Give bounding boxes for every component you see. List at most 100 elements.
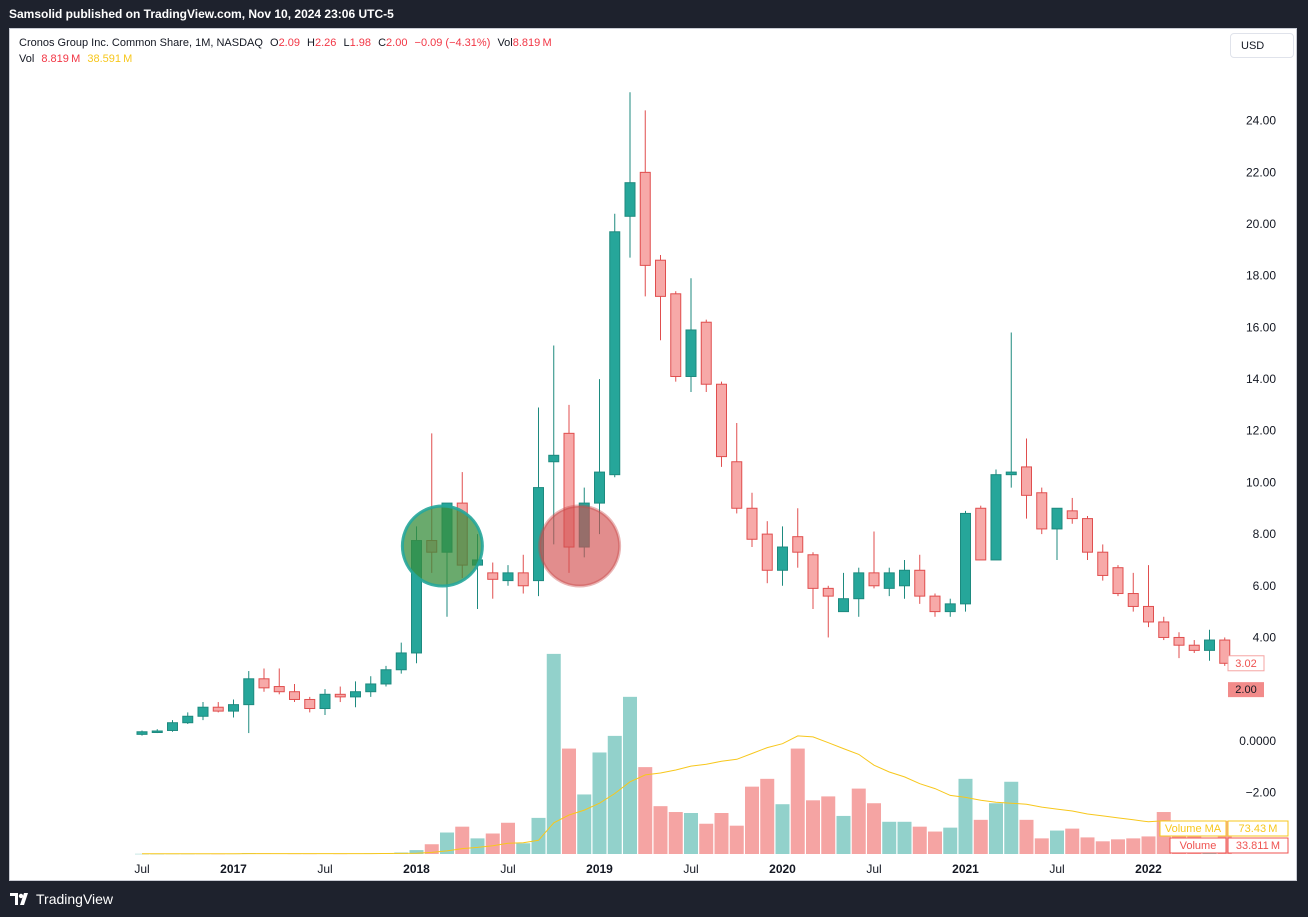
candle-body xyxy=(655,259,666,297)
candle-body xyxy=(929,595,941,613)
volume-bar xyxy=(455,826,470,854)
candle xyxy=(838,572,849,613)
volume-bar xyxy=(638,767,653,854)
time-tick-label: Jul xyxy=(134,862,149,876)
candle-body xyxy=(350,691,361,698)
currency-button[interactable]: USD xyxy=(1230,33,1294,58)
price-tick-label: 18.00 xyxy=(1246,269,1276,283)
candle xyxy=(914,554,926,604)
candle xyxy=(960,510,971,612)
candle xyxy=(1219,637,1231,666)
volume-bar xyxy=(989,803,1003,854)
volume-bar xyxy=(485,833,500,854)
price-tick-label: 16.00 xyxy=(1246,320,1276,334)
candle xyxy=(395,642,407,674)
candle xyxy=(822,585,834,638)
volume-bar xyxy=(1141,836,1156,854)
candle xyxy=(1051,507,1063,560)
volume-bar xyxy=(516,843,531,854)
candle-body xyxy=(380,669,392,685)
volume-bar xyxy=(1080,837,1095,854)
candle xyxy=(548,345,560,545)
volume-bar xyxy=(745,786,759,854)
legend-volume-row: Vol 8.819 M 38.591 M xyxy=(19,51,552,67)
chart-frame[interactable]: 24.00 22.00 20.00 18.00 16.00 14.00 12.00 10.00… xyxy=(9,28,1297,881)
volume-bar xyxy=(424,844,439,854)
candle-body xyxy=(944,603,956,613)
volume-bar xyxy=(958,778,973,854)
candle-body xyxy=(914,569,926,597)
volume-bar xyxy=(1034,838,1049,854)
volume-bar xyxy=(973,819,988,854)
candle-body xyxy=(685,329,697,377)
candle xyxy=(731,422,743,514)
candle xyxy=(151,729,163,734)
publisher-bar: Samsolid published on TradingView.com, N… xyxy=(0,0,1308,28)
candle xyxy=(1066,497,1078,524)
time-tick-label: 2020 xyxy=(769,862,796,876)
volume-label-box xyxy=(1169,837,1227,854)
time-tick-label: Jul xyxy=(1049,862,1064,876)
legend-h-value: 2.26 xyxy=(315,37,337,49)
chart-legend: Cronos Group Inc. Common Share, 1M, NASD… xyxy=(19,35,552,67)
price-tick-label: 4.00 xyxy=(1253,630,1277,644)
highlight-circle-red xyxy=(538,504,622,588)
candle xyxy=(350,681,361,708)
candle-body xyxy=(136,731,148,735)
candle-body xyxy=(746,507,758,540)
candle-body xyxy=(899,569,910,587)
candle xyxy=(136,730,148,736)
time-tick-label: Jul xyxy=(866,862,881,876)
price-tick-label: 8.00 xyxy=(1253,527,1277,541)
candle xyxy=(380,665,392,687)
price-tick-label: 22.00 xyxy=(1246,165,1276,179)
candle-body xyxy=(502,572,514,582)
candle-body xyxy=(761,533,773,571)
price-tag-2 xyxy=(1228,682,1264,698)
candle-body xyxy=(838,598,849,613)
candle-body xyxy=(1143,605,1154,623)
highlight-layer xyxy=(400,504,622,588)
candle-body xyxy=(609,231,621,476)
candle xyxy=(944,598,956,617)
volume-bar xyxy=(806,800,820,854)
candle xyxy=(258,668,270,692)
price-tick-label: 12.00 xyxy=(1246,424,1276,438)
candle xyxy=(1143,565,1154,628)
volume-ma-tag-text: 73.43 M xyxy=(1239,823,1278,835)
candle-body xyxy=(792,536,804,553)
volume-ma-label: Volume MA xyxy=(1165,823,1222,835)
candle-body xyxy=(960,512,971,605)
legend-change: −0.09 (−4.31%) xyxy=(414,37,491,49)
candle-body xyxy=(548,454,560,463)
candle xyxy=(365,676,377,697)
candle-layer xyxy=(136,92,1231,736)
tradingview-logo-icon xyxy=(10,893,28,905)
volume-bar xyxy=(684,813,698,854)
volume-bar xyxy=(607,735,622,854)
candle-body xyxy=(853,572,865,600)
time-tick-label: 2019 xyxy=(586,862,613,876)
volume-bar xyxy=(623,696,637,854)
candle-body xyxy=(167,722,178,731)
candle xyxy=(502,565,514,586)
volume-bar xyxy=(668,812,683,854)
candle-body xyxy=(228,704,239,712)
legend-vol-value: 8.819 M xyxy=(512,37,552,49)
volume-tag xyxy=(1227,837,1289,854)
price-tick-label: 0.0000 xyxy=(1239,734,1276,748)
volume-bar xyxy=(1111,839,1125,854)
legend-vol-ma-value: 38.591 M xyxy=(87,53,133,65)
volume-bar xyxy=(790,748,805,854)
chart-canvas[interactable]: 24.00 22.00 20.00 18.00 16.00 14.00 12.00 10.00… xyxy=(10,29,1296,880)
candle-body xyxy=(197,706,209,717)
volume-bar xyxy=(714,813,729,854)
candle xyxy=(655,255,666,341)
candle-body xyxy=(273,686,285,693)
candle-body xyxy=(182,715,194,724)
candle xyxy=(624,92,636,258)
tradingview-logo[interactable]: TradingView xyxy=(10,891,113,907)
candle xyxy=(289,683,300,703)
candle-body xyxy=(1188,644,1200,651)
volume-bar xyxy=(699,823,714,854)
